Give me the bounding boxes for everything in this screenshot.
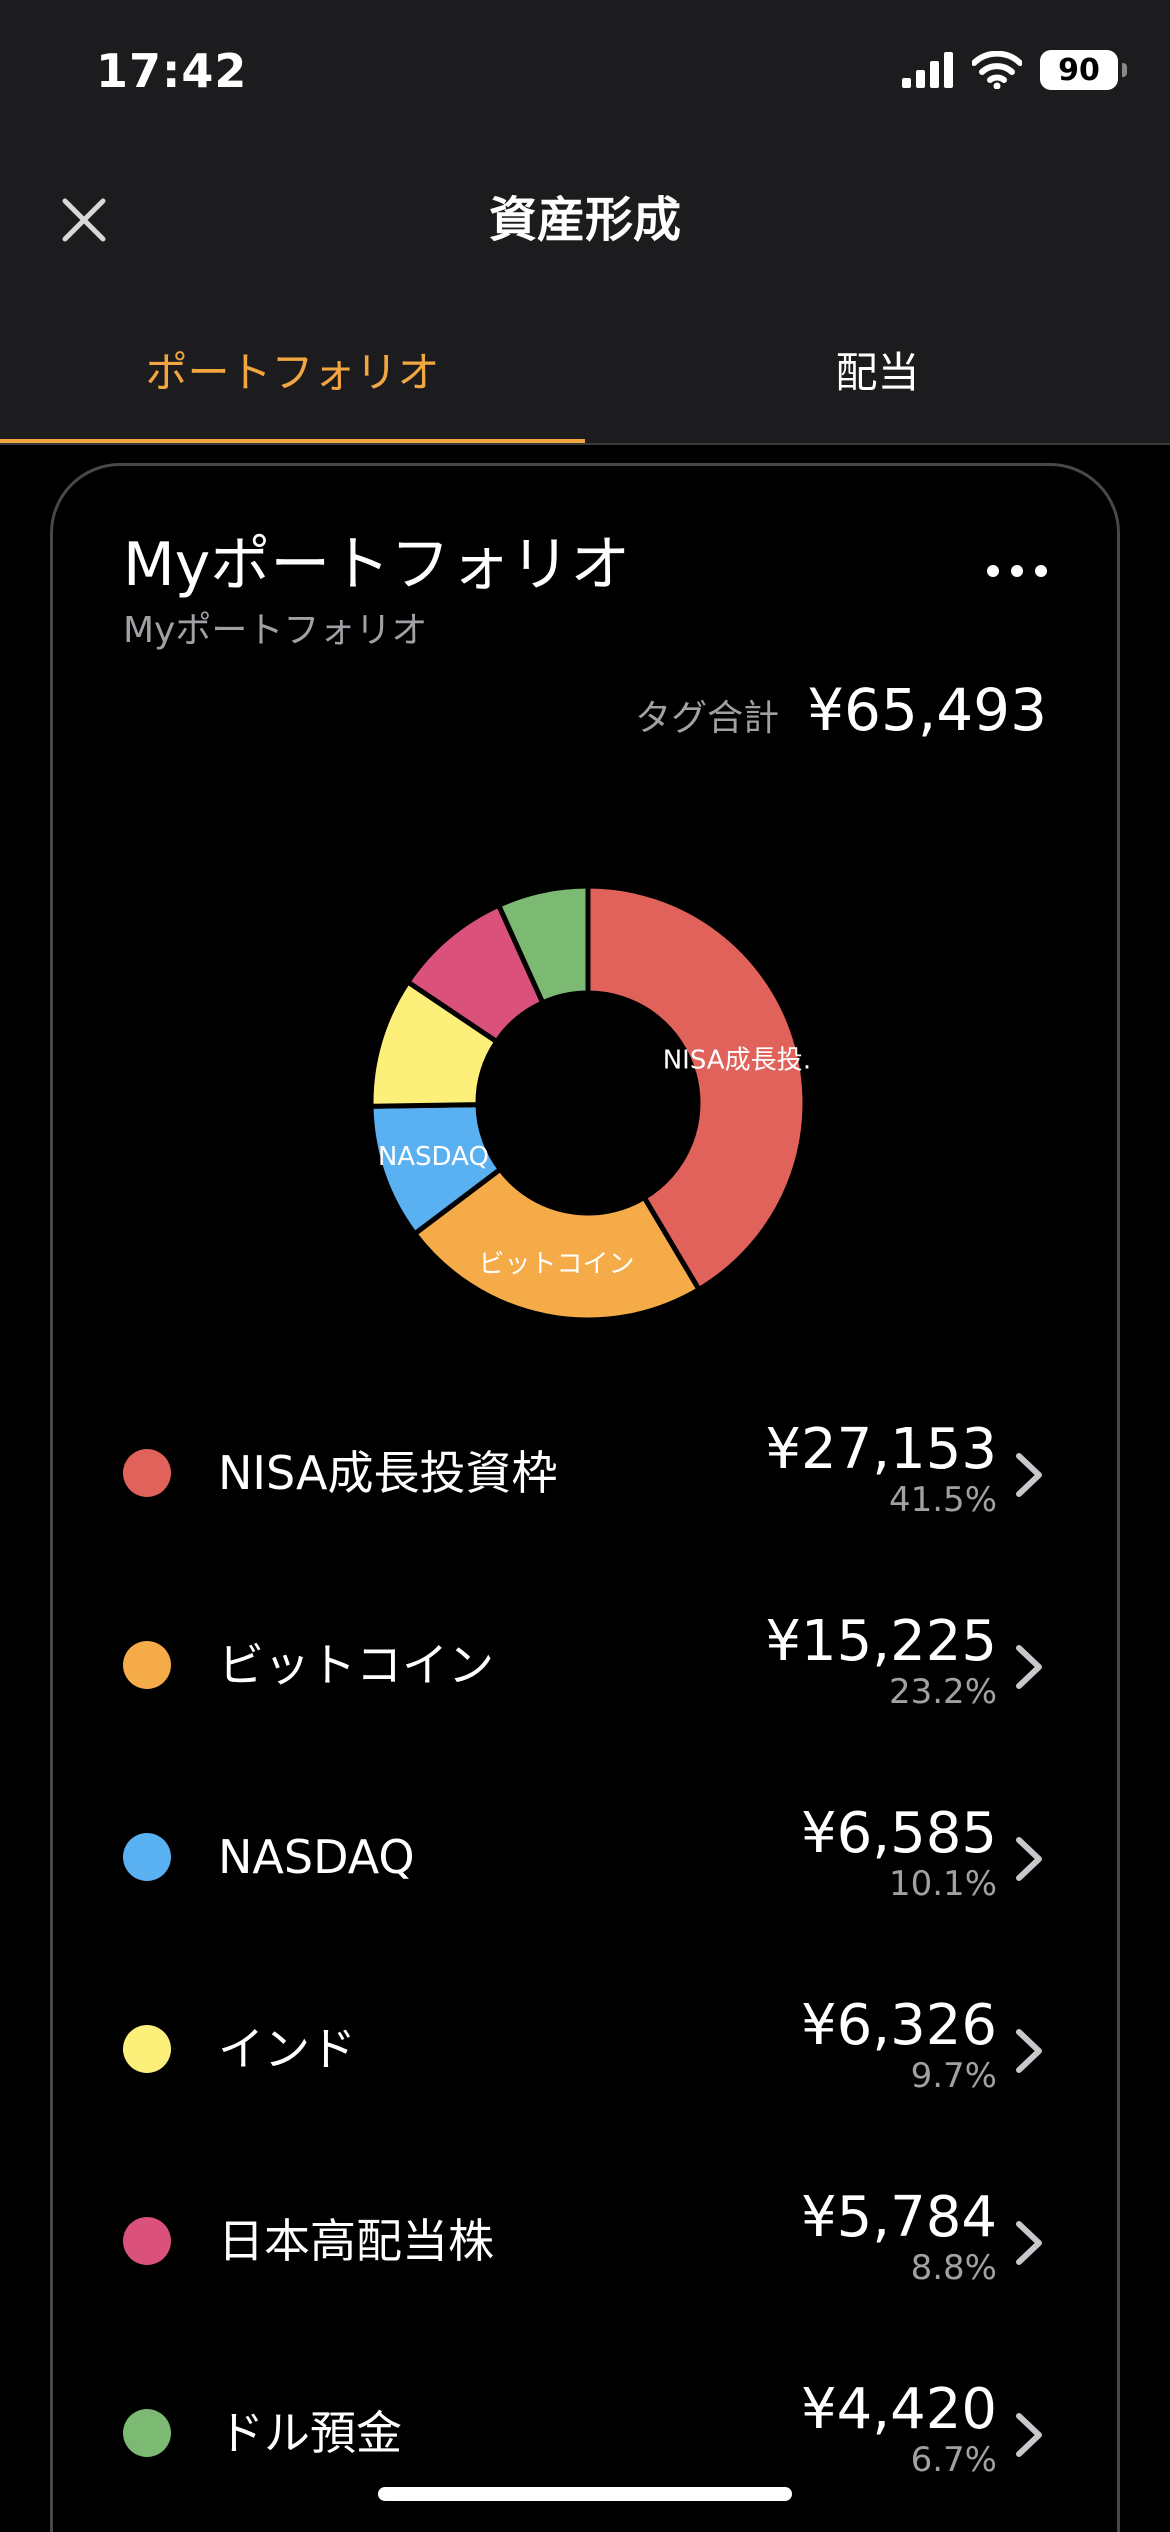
more-icon-dot bbox=[1035, 565, 1047, 577]
legend-color-dot bbox=[123, 2217, 171, 2265]
legend-name: ドル預金 bbox=[218, 2406, 402, 2460]
chevron-right-icon bbox=[1016, 1645, 1042, 1689]
legend-row[interactable]: 日本高配当株 ¥5,784 8.8% bbox=[53, 2176, 1117, 2368]
tab-divider bbox=[0, 443, 1170, 445]
more-button[interactable] bbox=[987, 551, 1047, 591]
wifi-icon bbox=[972, 51, 1022, 89]
chevron-right-icon bbox=[1016, 1453, 1042, 1497]
legend-amount: ¥6,585 bbox=[801, 1801, 997, 1866]
header: 17:42 90 資産形成 bbox=[0, 0, 1170, 445]
legend-name: インド bbox=[218, 2022, 356, 2076]
tab-portfolio[interactable]: ポートフォリオ bbox=[0, 330, 585, 445]
status-icons: 90 bbox=[902, 48, 1127, 92]
tag-total-label: タグ合計 bbox=[635, 698, 780, 739]
donut-slice-label: NASDAQ bbox=[378, 1142, 489, 1172]
cellular-signal-icon bbox=[902, 52, 953, 88]
donut-slice[interactable] bbox=[495, 883, 591, 1007]
legend-percent: 9.7% bbox=[910, 2056, 997, 2096]
legend-color-dot bbox=[123, 1641, 171, 1689]
tag-total-value: ¥65,493 bbox=[807, 676, 1047, 744]
chevron-right-icon bbox=[1016, 2221, 1042, 2265]
battery-icon: 90 bbox=[1040, 50, 1127, 90]
legend-row[interactable]: NISA成長投資枠 ¥27,153 41.5% bbox=[53, 1408, 1117, 1600]
portfolio-card: Myポートフォリオ Myポートフォリオ タグ合計 ¥65,493 NISA成長投… bbox=[50, 463, 1120, 2532]
legend-amount: ¥5,784 bbox=[801, 2185, 997, 2250]
legend-row[interactable]: NASDAQ ¥6,585 10.1% bbox=[53, 1792, 1117, 1984]
legend-percent: 23.2% bbox=[888, 1672, 997, 1712]
home-indicator bbox=[378, 2487, 792, 2501]
battery-level: 90 bbox=[1058, 52, 1100, 88]
donut-slice[interactable] bbox=[585, 883, 808, 1293]
legend-color-dot bbox=[123, 2025, 171, 2073]
chevron-right-icon bbox=[1016, 2029, 1042, 2073]
legend-row[interactable]: ビットコイン ¥15,225 23.2% bbox=[53, 1600, 1117, 1792]
legend-name: 日本高配当株 bbox=[218, 2214, 494, 2268]
legend-amount: ¥27,153 bbox=[765, 1417, 997, 1482]
status-time: 17:42 bbox=[96, 44, 248, 98]
close-button[interactable] bbox=[54, 190, 114, 250]
legend-color-dot bbox=[123, 1449, 171, 1497]
more-icon bbox=[987, 565, 999, 577]
tab-dividend[interactable]: 配当 bbox=[835, 348, 920, 397]
legend-percent: 10.1% bbox=[888, 1864, 997, 1904]
legend-amount: ¥4,420 bbox=[801, 2377, 997, 2442]
donut-slice-label: ビットコイン bbox=[479, 1249, 635, 1279]
legend-name: NASDAQ bbox=[218, 1830, 415, 1884]
donut-slice[interactable] bbox=[411, 1165, 703, 1323]
tab-bar: ポートフォリオ 配当 bbox=[0, 330, 1170, 445]
legend-amount: ¥15,225 bbox=[765, 1609, 997, 1674]
tag-total: タグ合計 ¥65,493 bbox=[635, 676, 1047, 744]
legend-percent: 8.8% bbox=[910, 2248, 997, 2288]
legend-amount: ¥6,326 bbox=[801, 1993, 997, 2058]
legend-color-dot bbox=[123, 2409, 171, 2457]
legend-row[interactable]: ドル預金 ¥4,420 6.7% bbox=[53, 2368, 1117, 2532]
legend-name: ビットコイン bbox=[218, 1638, 494, 1692]
close-icon bbox=[62, 198, 106, 242]
legend-name: NISA成長投資枠 bbox=[218, 1446, 558, 1500]
more-icon-dot bbox=[1011, 565, 1023, 577]
legend-list: NISA成長投資枠 ¥27,153 41.5% ビットコイン ¥15,225 23.2% N… bbox=[53, 1408, 1117, 2532]
legend-color-dot bbox=[123, 1833, 171, 1881]
portfolio-subtitle: Myポートフォリオ bbox=[123, 610, 428, 651]
donut-chart: NISA成長投… ビットコイン NASDAQ bbox=[368, 883, 810, 1323]
legend-row[interactable]: インド ¥6,326 9.7% bbox=[53, 1984, 1117, 2176]
chevron-right-icon bbox=[1016, 2413, 1042, 2457]
legend-percent: 6.7% bbox=[910, 2440, 997, 2480]
page-title: 資産形成 bbox=[488, 192, 681, 248]
chevron-right-icon bbox=[1016, 1837, 1042, 1881]
legend-percent: 41.5% bbox=[888, 1480, 997, 1520]
portfolio-title: Myポートフォリオ bbox=[123, 530, 631, 600]
donut-slice-label: NISA成長投… bbox=[663, 1046, 810, 1076]
